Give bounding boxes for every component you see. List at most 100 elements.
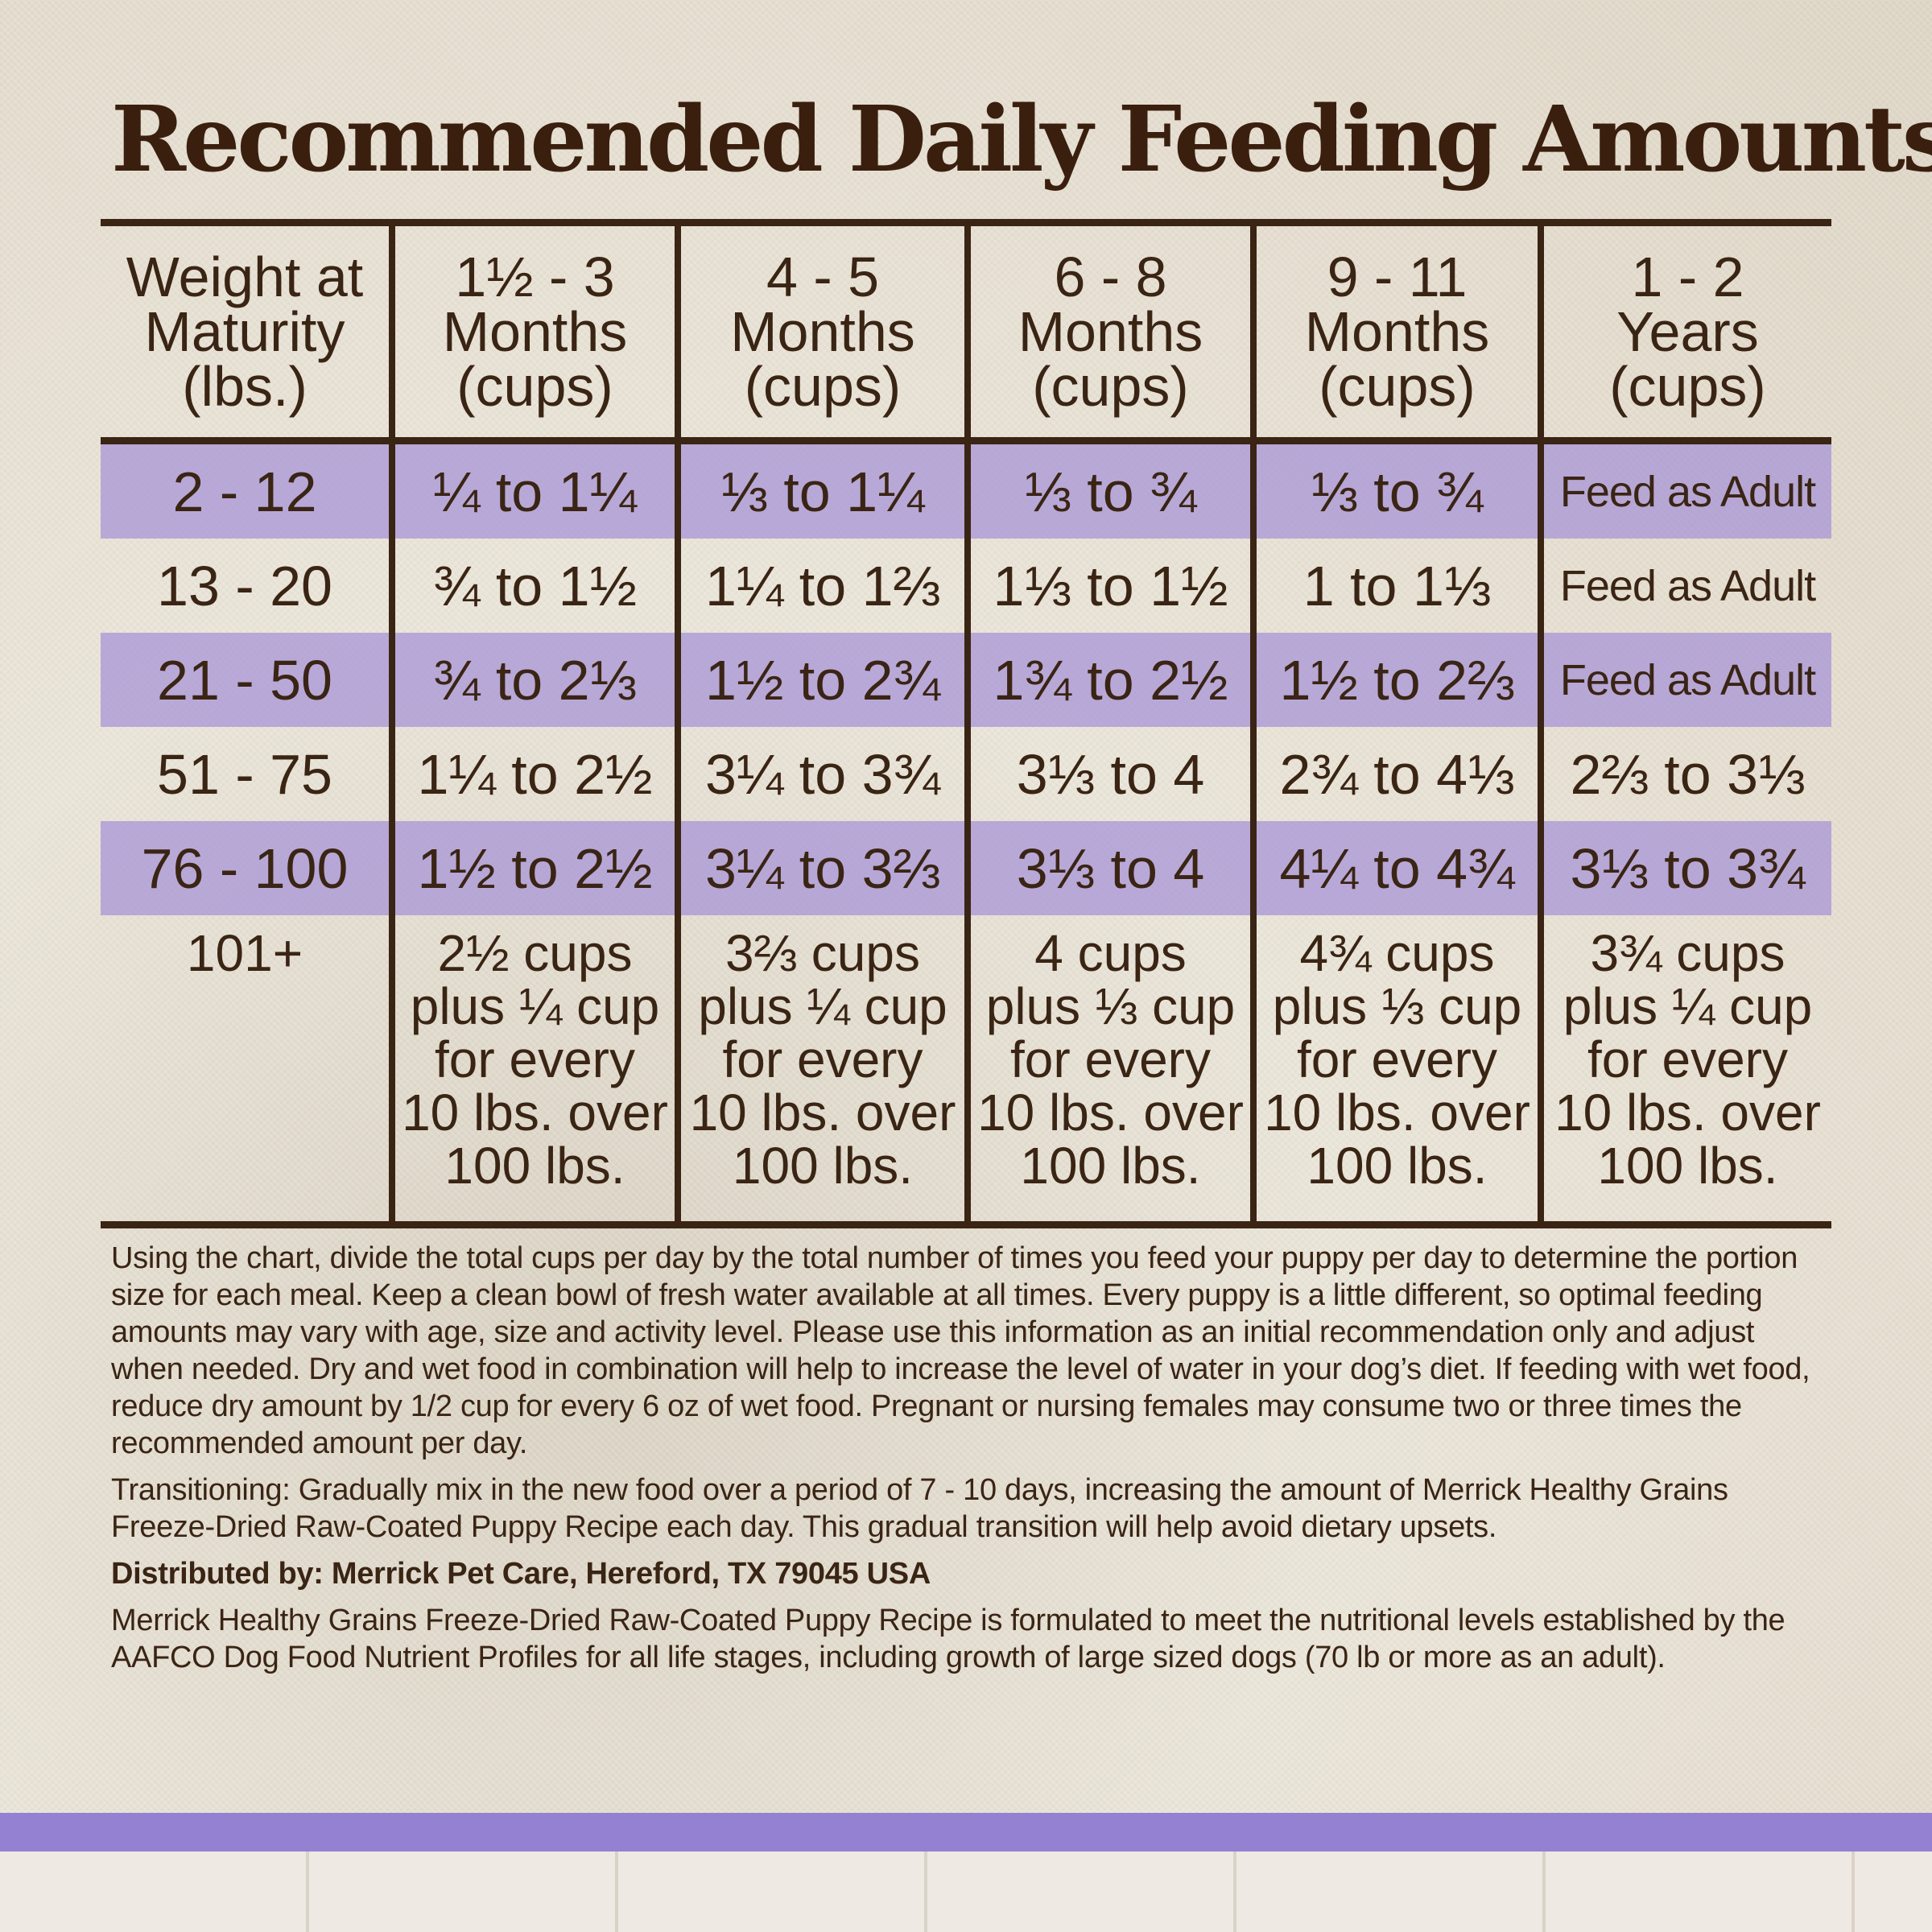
feeding-notes: Using the chart, divide the total cups p…: [111, 1240, 1826, 1686]
cell-line: for every: [722, 1030, 923, 1088]
column-header: 6 - 8 Months (cups): [964, 219, 1253, 444]
column-header: 1½ - 3 Months (cups): [389, 219, 678, 444]
amount-cell: 1½ to 2⅔: [1250, 633, 1541, 727]
header-line: 1 - 2: [1631, 246, 1744, 308]
weight-cell: 51 - 75: [157, 742, 332, 806]
amount-cell: 4¼ to 4¾: [1250, 821, 1541, 915]
purple-band: [0, 1813, 1932, 1852]
header-line: 6 - 8: [1054, 246, 1167, 308]
cell-line: for every: [1297, 1030, 1497, 1088]
amount-cell: 1 to 1⅓: [1250, 539, 1541, 633]
cell-line: 100 lbs.: [1307, 1137, 1488, 1195]
weight-cell: 101+: [101, 915, 392, 1228]
amount-cell: 1½ to 2½: [389, 821, 678, 915]
amount-cell: ⅓ to 1¼: [675, 440, 968, 539]
cell-line: plus ¼ cup: [698, 977, 947, 1035]
cell-line: for every: [1010, 1030, 1211, 1088]
amount-cell: 1¼ to 2½: [389, 727, 678, 821]
weight-cell: 21 - 50: [101, 633, 392, 727]
cell-line: 101+: [186, 924, 303, 982]
header-line: Months: [730, 300, 915, 363]
table-row: 101+ 2½ cups plus ¼ cup for every 10 lbs. ov…: [101, 915, 1831, 1228]
header-line: Months: [1018, 300, 1203, 363]
amount-cell: Feed as Adult: [1538, 633, 1831, 727]
amount-cell: ¾ to 1½: [389, 539, 678, 633]
amount-cell: 1⅓ to 1½: [964, 539, 1253, 633]
cell-line: 100 lbs.: [732, 1137, 914, 1195]
cell-line: plus ⅓ cup: [985, 977, 1236, 1035]
amount-cell: 3⅔ cups plus ¼ cup for every 10 lbs. over 10…: [675, 915, 968, 1228]
amount-cell: 1½ to 2¾: [675, 633, 968, 727]
weight-cell: 76 - 100: [101, 821, 392, 915]
header-line: 1½ - 3: [455, 246, 615, 308]
amount-cell: 1¼ to 1⅔: [675, 539, 968, 633]
cell-line: plus ¼ cup: [410, 977, 660, 1035]
table-header-row: Weight at Maturity (lbs.) 1½ - 3 Months (cups…: [101, 219, 1831, 444]
cell-line: for every: [435, 1030, 635, 1088]
header-line: (cups): [1609, 355, 1766, 418]
amount-cell: 3⅓ to 3¾: [1538, 821, 1831, 915]
column-header: Weight at Maturity (lbs.): [101, 219, 392, 444]
column-header: 4 - 5 Months (cups): [675, 219, 968, 444]
header-line: Years: [1616, 300, 1759, 363]
amount-cell: 1¾ to 2½: [964, 633, 1253, 727]
amount-cell: ⅓ to ¾: [1250, 440, 1541, 539]
cell-line: 3⅔ cups: [725, 924, 920, 982]
header-line: 4 - 5: [766, 246, 880, 308]
amount-cell: ¼ to 1¼: [389, 440, 678, 539]
cell-line: plus ¼ cup: [1563, 977, 1813, 1035]
amount-cell: 2¾ to 4⅓: [1250, 727, 1541, 821]
cell-line: 2½ cups: [437, 924, 633, 982]
aafco-note: Merrick Healthy Grains Freeze-Dried Raw-…: [111, 1604, 1785, 1674]
wood-floor: [0, 1852, 1932, 1932]
cell-line: 3¾ cups: [1590, 924, 1785, 982]
transition-note: Transitioning: Gradually mix in the new …: [111, 1473, 1728, 1544]
cell-line: for every: [1587, 1030, 1788, 1088]
amount-cell: 4 cups plus ⅓ cup for every 10 lbs. over 100…: [964, 915, 1253, 1228]
header-line: (cups): [456, 355, 613, 418]
header-line: (cups): [1032, 355, 1189, 418]
amount-cell: 3¼ to 3⅔: [675, 821, 968, 915]
cell-line: 10 lbs. over: [977, 1084, 1244, 1141]
cell-line: 10 lbs. over: [1264, 1084, 1530, 1141]
column-header: 9 - 11 Months (cups): [1250, 219, 1541, 444]
table-row: 76 - 100 1½ to 2½ 3¼ to 3⅔ 3⅓ to 4 4¼ to 4¾ 3…: [101, 821, 1831, 915]
header-line: Months: [1304, 300, 1490, 363]
cell-line: 100 lbs.: [1597, 1137, 1778, 1195]
header-line: (lbs.): [182, 355, 308, 418]
table-row: 13 - 20 ¾ to 1½ 1¼ to 1⅔ 1⅓ to 1½ 1 to 1⅓ Fee…: [101, 539, 1831, 633]
cell-line: 10 lbs. over: [689, 1084, 956, 1141]
page-title: Recommended Daily Feeding Amounts:: [111, 87, 1932, 192]
cell-line: 4¾ cups: [1299, 924, 1495, 982]
amount-cell: Feed as Adult: [1538, 539, 1831, 633]
amount-cell: 3⅓ to 4: [964, 821, 1253, 915]
header-line: (cups): [1319, 355, 1476, 418]
weight-cell: 2 - 12: [101, 440, 392, 539]
header-line: Weight at: [126, 246, 364, 308]
weight-cell: 13 - 20: [157, 554, 332, 617]
amount-cell: ⅓ to ¾: [964, 440, 1253, 539]
header-line: Maturity: [144, 300, 345, 363]
amount-cell: 3¼ to 3¾: [675, 727, 968, 821]
feeding-table: Weight at Maturity (lbs.) 1½ - 3 Months (cups…: [101, 219, 1831, 1228]
cell-line: 100 lbs.: [444, 1137, 625, 1195]
amount-cell: 3⅓ to 4: [964, 727, 1253, 821]
cell-line: 4 cups: [1034, 924, 1187, 982]
header-line: Months: [442, 300, 628, 363]
header-line: (cups): [744, 355, 902, 418]
amount-cell: 3¾ cups plus ¼ cup for every 10 lbs. over 10…: [1538, 915, 1831, 1228]
amount-cell: 4¾ cups plus ⅓ cup for every 10 lbs. over 10…: [1250, 915, 1541, 1228]
amount-cell: 2½ cups plus ¼ cup for every 10 lbs. over 10…: [389, 915, 678, 1228]
cell-line: 10 lbs. over: [1554, 1084, 1821, 1141]
amount-cell: Feed as Adult: [1538, 440, 1831, 539]
cell-line: 10 lbs. over: [402, 1084, 668, 1141]
table-row: 51 - 75 1¼ to 2½ 3¼ to 3¾ 3⅓ to 4 2¾ to 4⅓ 2⅔…: [101, 727, 1831, 821]
cell-line: 100 lbs.: [1020, 1137, 1201, 1195]
table-row: 21 - 50 ¾ to 2⅓ 1½ to 2¾ 1¾ to 2½ 1½ to 2⅔ Fe…: [101, 633, 1831, 727]
amount-cell: 2⅔ to 3⅓: [1538, 727, 1831, 821]
amount-cell: ¾ to 2⅓: [389, 633, 678, 727]
header-line: 9 - 11: [1327, 246, 1468, 308]
column-header: 1 - 2 Years (cups): [1538, 219, 1831, 444]
usage-note: Using the chart, divide the total cups p…: [111, 1241, 1810, 1460]
